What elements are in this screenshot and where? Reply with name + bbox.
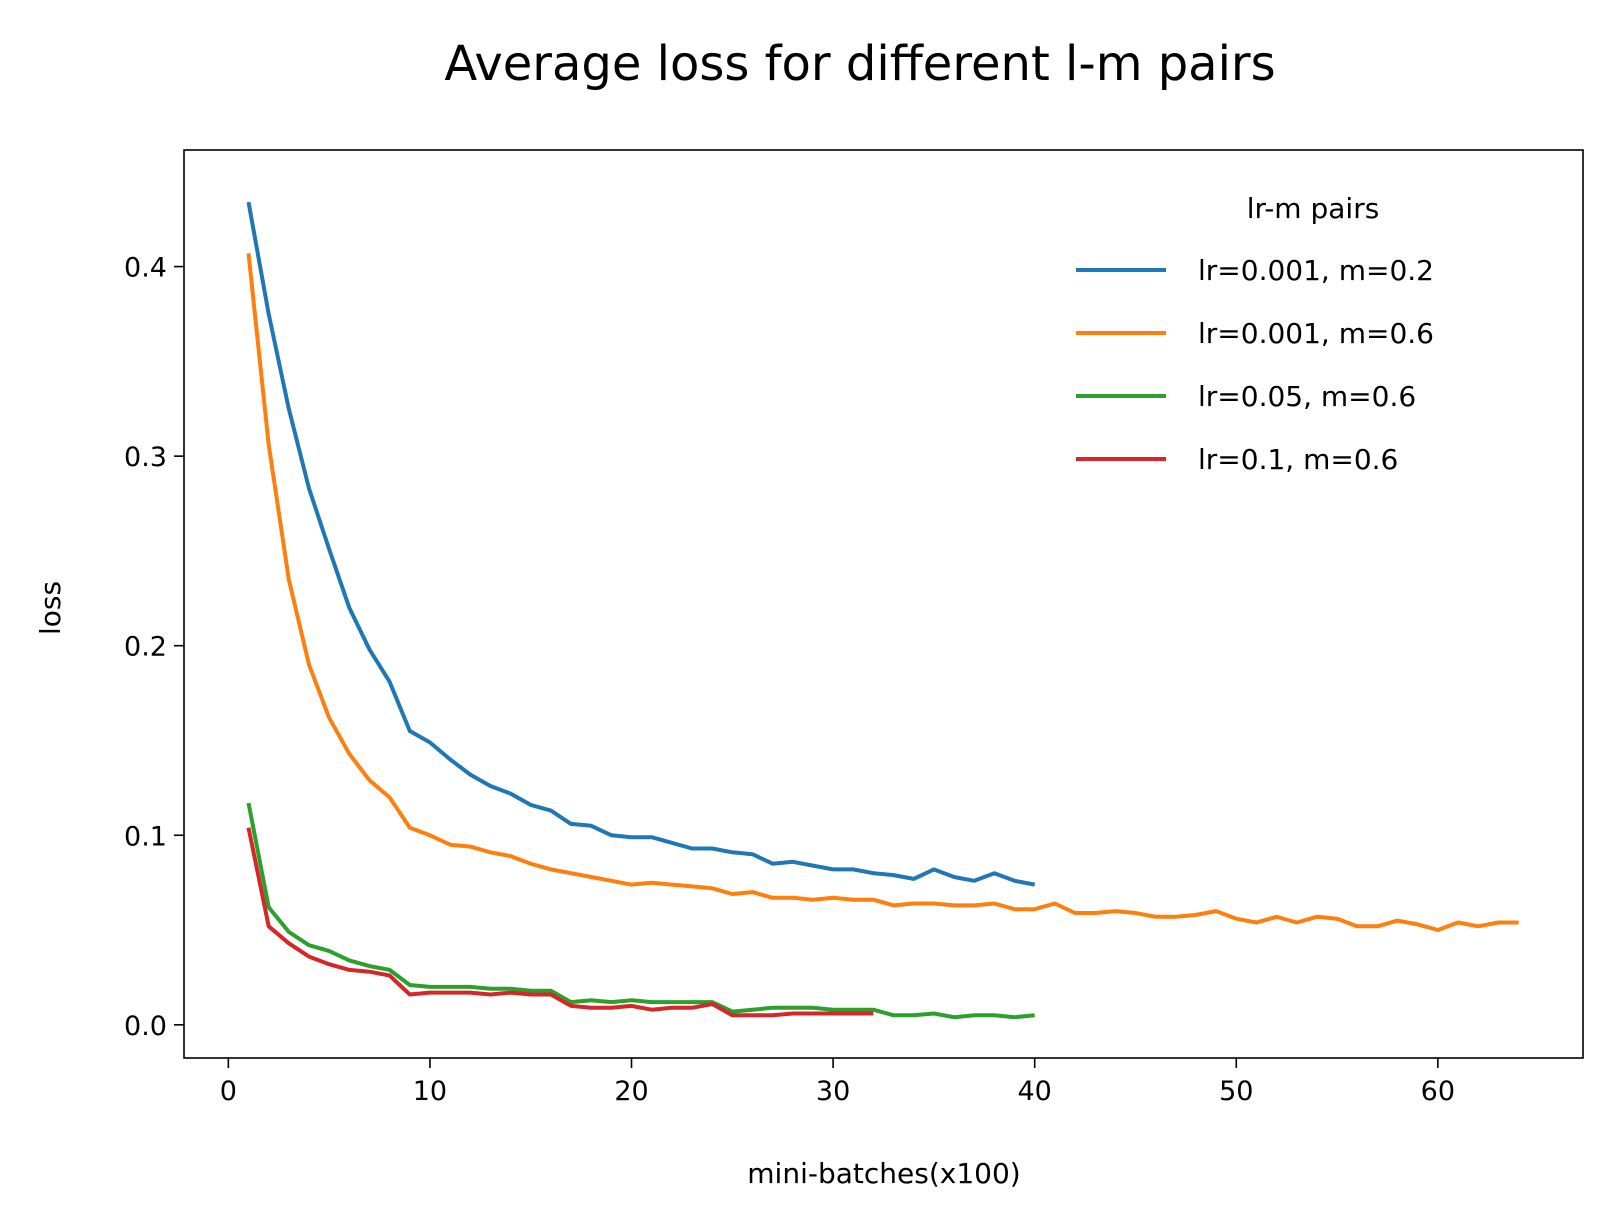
legend-label: lr=0.001, m=0.6 [1198, 317, 1434, 350]
plot-frame [183, 149, 1584, 1059]
legend: lr-m pairs lr=0.001, m=0.2 lr=0.001, m=0.… [1076, 192, 1434, 476]
legend-label: lr=0.1, m=0.6 [1198, 443, 1398, 476]
legend-label: lr=0.05, m=0.6 [1198, 380, 1416, 413]
y-axis-label: loss [34, 581, 67, 635]
x-axis-label: mini-batches(x100) [747, 1157, 1020, 1190]
y-axis: 0.0 0.1 0.2 0.3 0.4 [124, 253, 184, 1042]
x-tick-label: 60 [1421, 1076, 1455, 1107]
series-line [246, 827, 874, 1018]
x-tick-label: 20 [614, 1076, 648, 1107]
y-tick-label: 0.4 [124, 253, 167, 284]
x-tick-label: 40 [1018, 1076, 1052, 1107]
x-tick-label: 50 [1219, 1076, 1253, 1107]
x-axis: 0 10 20 30 40 50 60 [220, 1058, 1455, 1107]
x-tick-label: 30 [816, 1076, 850, 1107]
y-tick-label: 0.1 [124, 821, 167, 852]
y-tick-label: 0.3 [124, 442, 167, 473]
series-line [246, 253, 1519, 932]
y-tick-label: 0.2 [124, 632, 167, 663]
legend-label: lr=0.001, m=0.2 [1198, 254, 1434, 287]
series-line [246, 802, 1035, 1020]
plot-area [246, 201, 1519, 1020]
series-line [246, 201, 1036, 887]
legend-title: lr-m pairs [1247, 192, 1380, 225]
y-tick-label: 0.0 [124, 1011, 167, 1042]
x-tick-label: 10 [413, 1076, 447, 1107]
chart-title: Average loss for different l-m pairs [444, 36, 1275, 92]
x-tick-label: 0 [220, 1076, 237, 1107]
